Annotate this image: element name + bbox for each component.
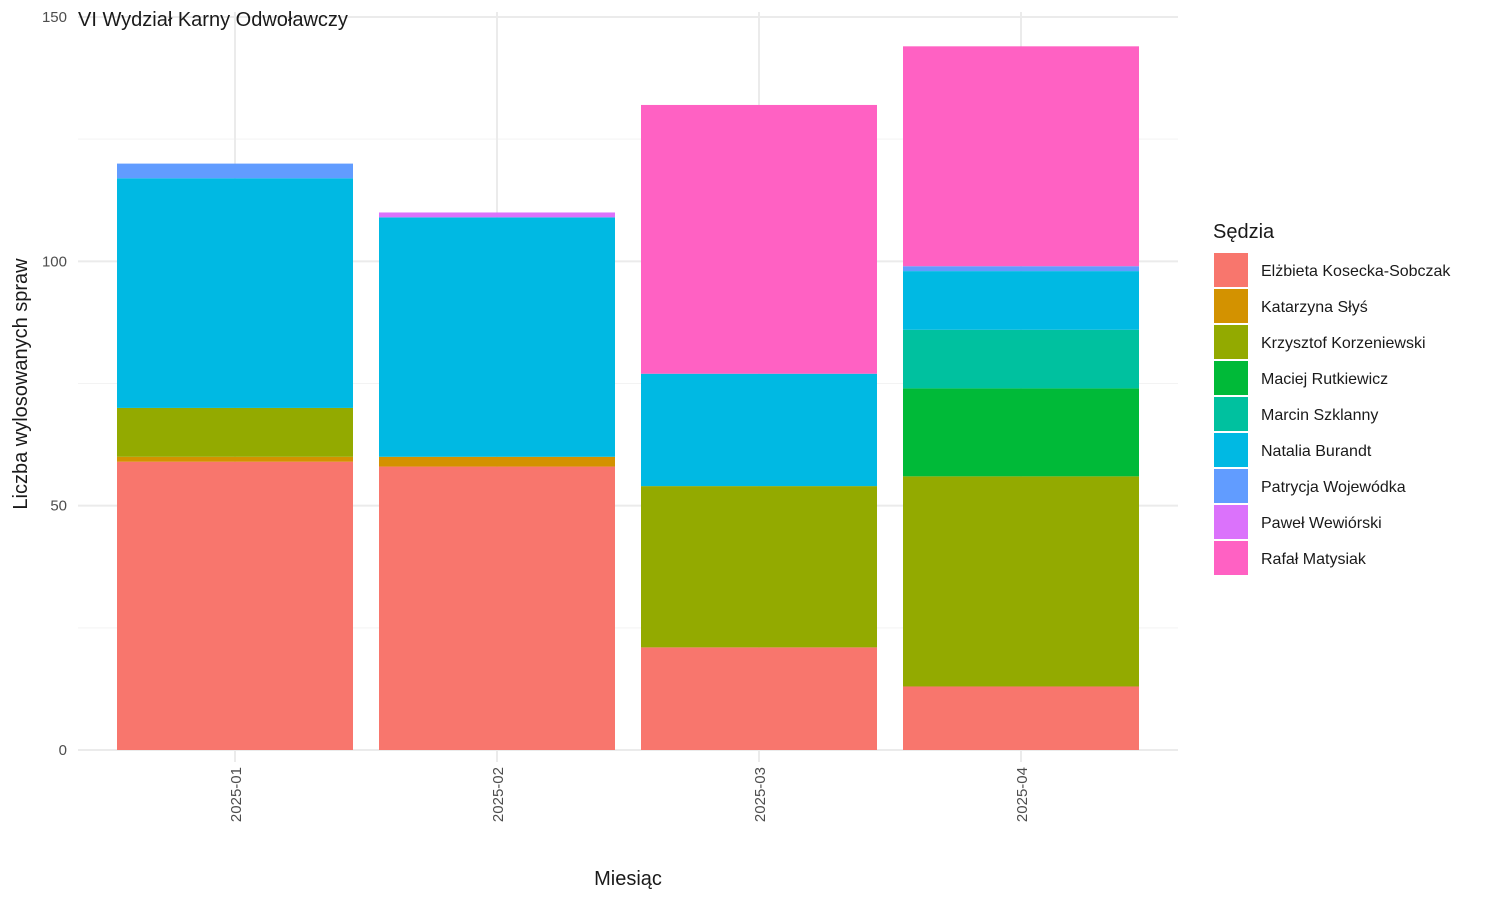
legend-item: Katarzyna Słyś [1214,289,1368,323]
bar-stack-2025-04 [903,46,1139,750]
chart-title: VI Wydział Karny Odwoławczy [78,9,348,31]
bar-segment-natalia-burandt [117,178,353,408]
x-tick-label: 2025-01 [228,767,245,822]
legend-swatch [1214,325,1248,359]
legend-label: Maciej Rutkiewicz [1261,371,1388,388]
legend-swatch [1214,469,1248,503]
bar-segment-patrycja-wojewodka [117,163,353,179]
bar-segment-krzysztof-korzeniewski [903,476,1139,687]
bars-layer [117,46,1139,750]
legend-label: Natalia Burandt [1261,443,1372,460]
legend-item: Maciej Rutkiewicz [1214,361,1388,395]
legend-swatch [1214,361,1248,395]
legend-item: Patrycja Wojewódka [1214,469,1406,503]
x-tick-labels: 2025-01 2025-02 2025-03 2025-04 [228,767,1031,822]
bar-segment-elzbieta-kosecka-sobczak [117,461,353,750]
legend-label: Elżbieta Kosecka-Sobczak [1261,263,1451,280]
bar-segment-elzbieta-kosecka-sobczak [641,647,877,750]
y-tick-labels: 0 50 100 150 [42,9,67,759]
bar-segment-natalia-burandt [641,373,877,487]
bar-segment-patrycja-wojewodka [903,266,1139,272]
legend-label: Marcin Szklanny [1261,407,1378,424]
bar-segment-natalia-burandt [903,271,1139,330]
legend-label: Paweł Wewiórski [1261,515,1382,532]
bar-segment-maciej-rutkiewicz [903,388,1139,477]
x-tick-label: 2025-04 [1014,767,1031,822]
legend-label: Katarzyna Słyś [1261,299,1368,316]
bar-segment-krzysztof-korzeniewski [641,486,877,648]
legend-swatch [1214,433,1248,467]
bar-segment-natalia-burandt [379,217,615,457]
x-tick-label: 2025-03 [752,767,769,822]
legend-swatch [1214,541,1248,575]
legend-item: Natalia Burandt [1214,433,1372,467]
y-tick-label: 0 [59,742,67,759]
bar-segment-katarzyna-s-ys [117,456,353,462]
bar-segment-rafa-matysiak [641,104,877,374]
bar-segment-pawe-wewiorski [379,212,615,218]
legend: Sędzia Elżbieta Kosecka-Sobczak Katarzyna… [1213,221,1451,575]
bar-segment-elzbieta-kosecka-sobczak [903,686,1139,750]
legend-item: Rafał Matysiak [1214,541,1367,575]
legend-swatch [1214,289,1248,323]
bar-segment-katarzyna-s-ys [379,456,615,467]
legend-swatch [1214,505,1248,539]
legend-swatch [1214,397,1248,431]
bar-stack-2025-03 [641,104,877,750]
legend-title: Sędzia [1213,221,1275,243]
x-tick-label: 2025-02 [490,767,507,822]
legend-item: Paweł Wewiórski [1214,505,1382,539]
y-tick-label: 100 [42,253,67,270]
legend-swatch [1214,253,1248,287]
y-axis-title: Liczba wylosowanych spraw [10,258,32,510]
bar-segment-elzbieta-kosecka-sobczak [379,466,615,750]
bar-segment-rafa-matysiak [903,46,1139,267]
bar-stack-2025-02 [379,212,615,750]
legend-item: Krzysztof Korzeniewski [1214,325,1426,359]
bar-stack-2025-01 [117,163,353,750]
legend-label: Patrycja Wojewódka [1261,479,1406,496]
legend-label: Rafał Matysiak [1261,551,1367,568]
legend-label: Krzysztof Korzeniewski [1261,335,1426,352]
bar-segment-marcin-szklanny [903,329,1139,389]
y-tick-label: 150 [42,9,67,26]
x-axis-title: Miesiąc [594,868,662,890]
legend-item: Elżbieta Kosecka-Sobczak [1214,253,1451,287]
bar-segment-krzysztof-korzeniewski [117,407,353,457]
legend-item: Marcin Szklanny [1214,397,1378,431]
y-tick-label: 50 [50,498,67,515]
